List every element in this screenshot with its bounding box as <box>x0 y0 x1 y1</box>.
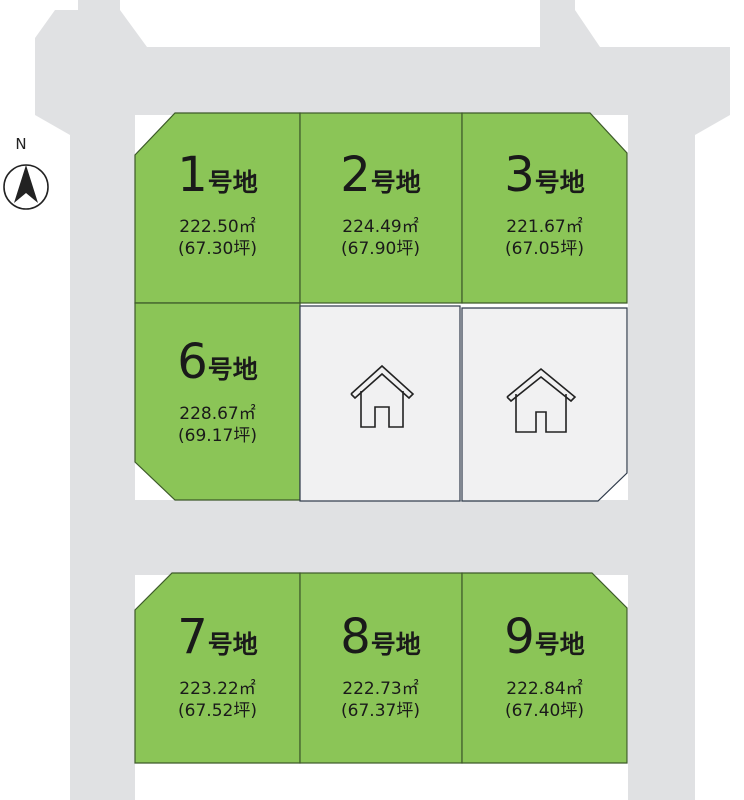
lot-area-m2: 222.73㎡ <box>342 679 419 699</box>
lot-suffix: 号地 <box>207 168 258 197</box>
lot-area-tsubo: (67.37坪) <box>341 701 420 721</box>
lot-label-9: 9号地 222.84㎡ (67.40坪) <box>462 612 627 722</box>
road-top-left <box>35 0 730 800</box>
lot-number: 9 <box>504 609 535 665</box>
lot-label-1: 1号地 222.50㎡ (67.30坪) <box>135 150 300 260</box>
lot-6[interactable] <box>134 302 301 501</box>
north-indicator: N <box>3 135 39 153</box>
lot-label-3: 3号地 221.67㎡ (67.05坪) <box>462 150 627 260</box>
lot-9[interactable] <box>461 572 628 764</box>
lot-area-m2: 222.50㎡ <box>179 217 256 237</box>
house-icon <box>506 367 577 433</box>
lot-area-tsubo: (69.17坪) <box>178 426 257 446</box>
lot-2[interactable] <box>299 112 463 304</box>
lot-suffix: 号地 <box>534 168 585 197</box>
lot-area-m2: 224.49㎡ <box>342 217 419 237</box>
lot-label-8: 8号地 222.73㎡ (67.37坪) <box>298 612 463 722</box>
lot-suffix: 号地 <box>534 630 585 659</box>
lot-area-tsubo: (67.40坪) <box>505 701 584 721</box>
lot-area-tsubo: (67.90坪) <box>341 239 420 259</box>
lot-suffix: 号地 <box>370 630 421 659</box>
lot-number: 8 <box>340 609 371 665</box>
lot-suffix: 号地 <box>207 630 258 659</box>
lot-label-6: 6号地 228.67㎡ (69.17坪) <box>135 337 300 447</box>
roads <box>35 0 730 800</box>
lot-area-m2: 228.67㎡ <box>179 404 256 424</box>
north-label: N <box>15 135 27 153</box>
lot-area-tsubo: (67.05坪) <box>505 239 584 259</box>
lot-label-2: 2号地 224.49㎡ (67.90坪) <box>298 150 463 260</box>
lot-area-m2: 223.22㎡ <box>179 679 256 699</box>
lot-number: 7 <box>177 609 208 665</box>
lot-area-tsubo: (67.30坪) <box>178 239 257 259</box>
lot-number: 6 <box>177 334 208 390</box>
lot-7[interactable] <box>134 572 301 764</box>
lot-area-m2: 222.84㎡ <box>506 679 583 699</box>
lot-3[interactable] <box>461 112 628 304</box>
lot-suffix: 号地 <box>370 168 421 197</box>
lot-area-tsubo: (67.52坪) <box>178 701 257 721</box>
house-icon <box>350 364 415 428</box>
lot-number: 3 <box>504 147 535 203</box>
lot-label-7: 7号地 223.22㎡ (67.52坪) <box>135 612 300 722</box>
lot-number: 2 <box>340 147 371 203</box>
lot-number: 1 <box>177 147 208 203</box>
lot-area-m2: 221.67㎡ <box>506 217 583 237</box>
built-lot-4[interactable] <box>299 305 461 502</box>
north-arrow-icon <box>3 164 49 210</box>
road-middle <box>135 500 628 575</box>
built-lot-5[interactable] <box>461 307 628 502</box>
lot-suffix: 号地 <box>207 355 258 384</box>
